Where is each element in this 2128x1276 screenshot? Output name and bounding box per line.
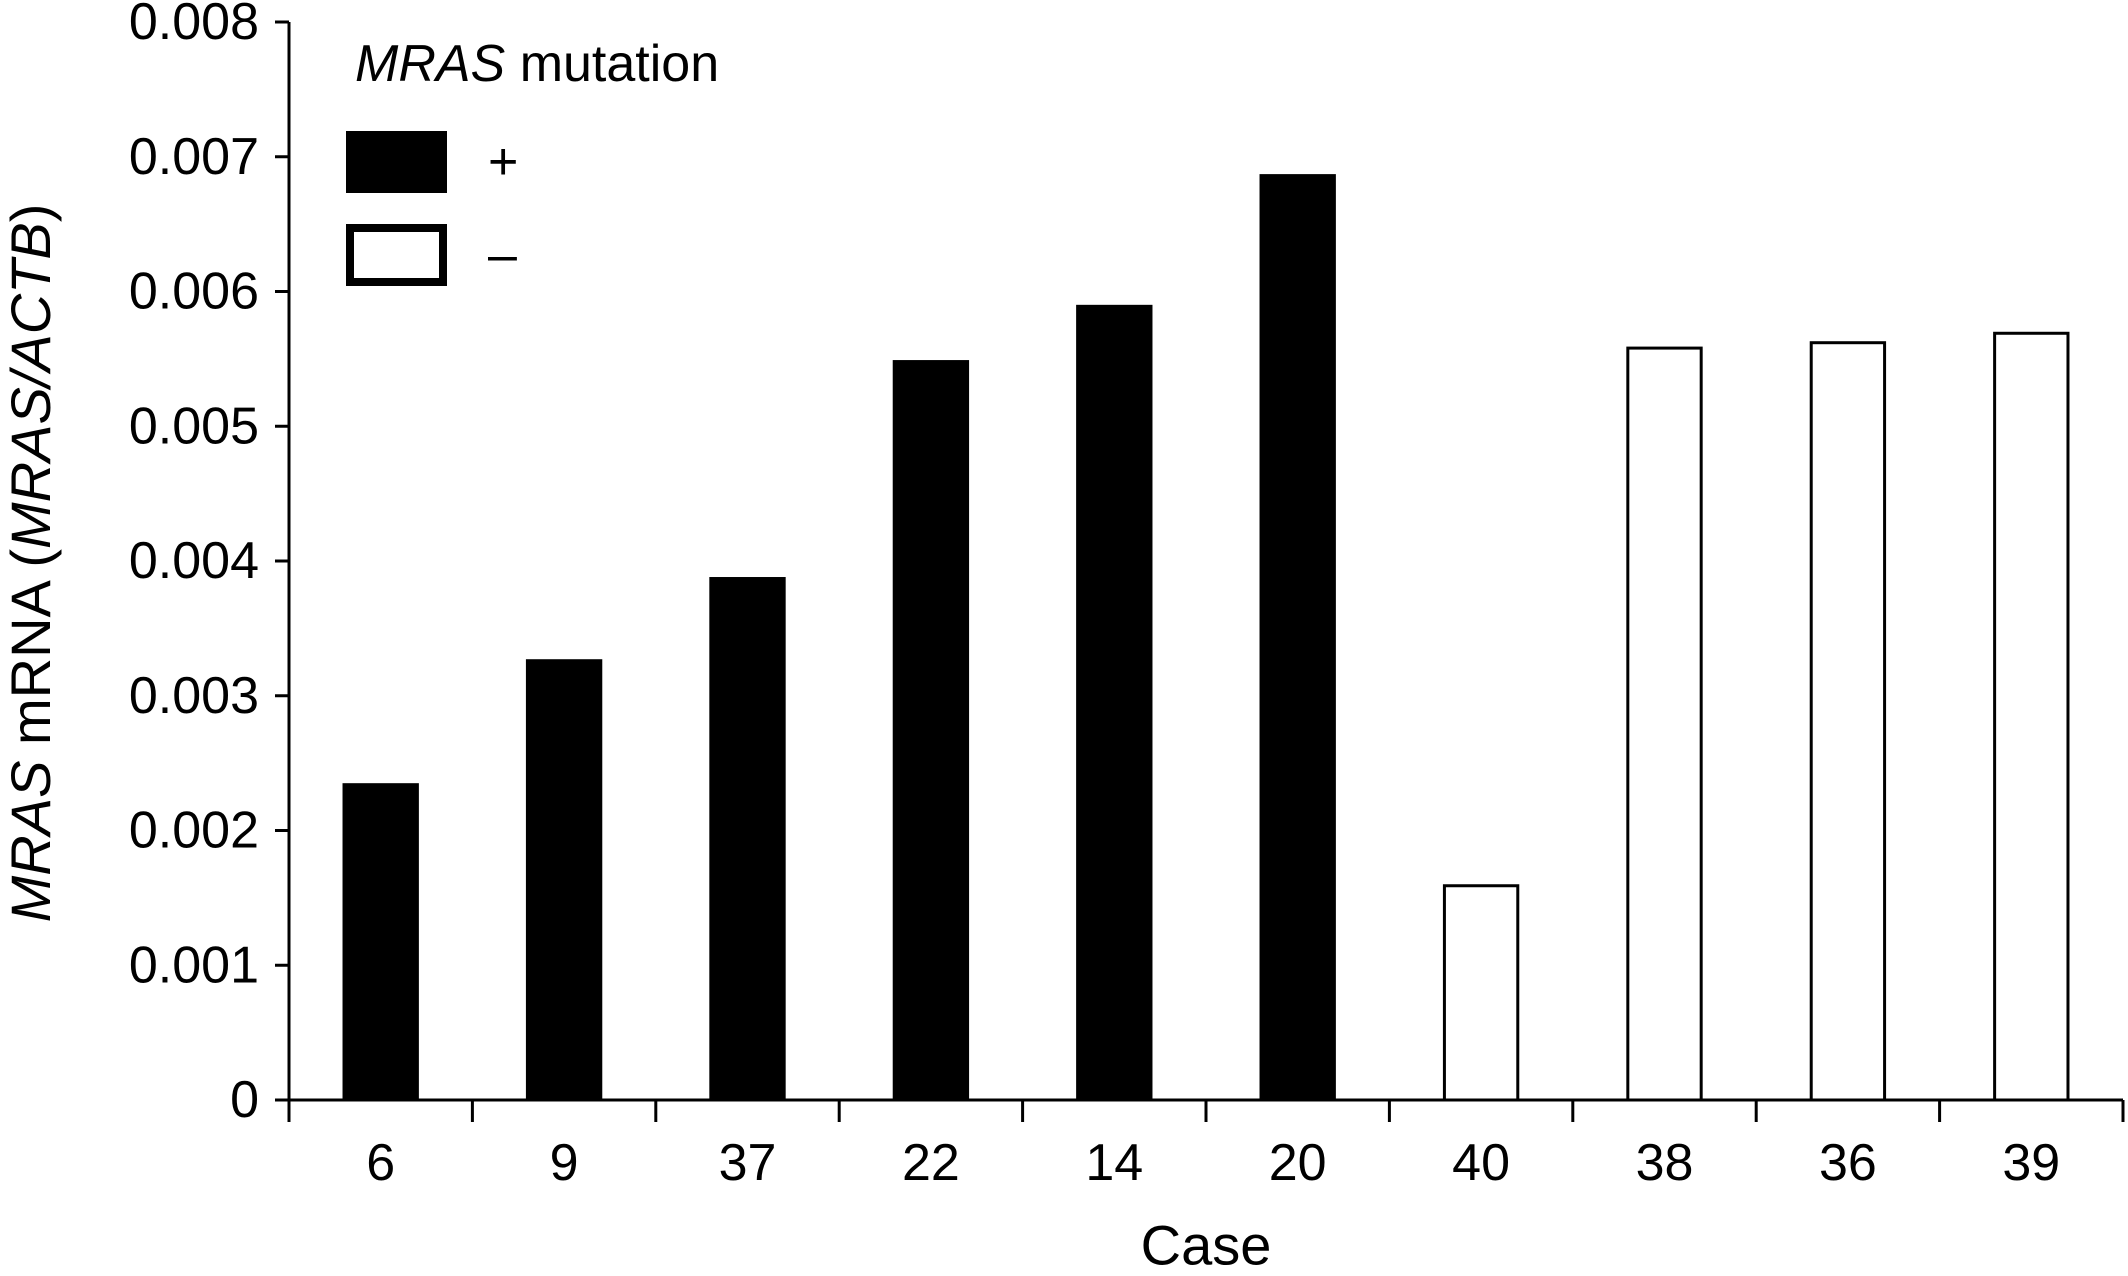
x-tick-label: 37 <box>719 1134 777 1192</box>
y-axis-title: MRAS mRNA (MRAS/ACTB) <box>0 204 62 923</box>
bar-case-37 <box>709 577 786 1102</box>
y-tick-label: 0.001 <box>129 936 259 994</box>
legend-label: + <box>488 133 518 191</box>
bar-case-20 <box>1259 174 1336 1102</box>
legend-swatch-negative <box>346 224 447 286</box>
legend-title-part: mutation <box>505 35 719 93</box>
bar-case-40 <box>1442 884 1520 1102</box>
bar-case-6 <box>342 783 419 1102</box>
axis-titles: Case MRAS mRNA (MRAS/ACTB) <box>0 204 1271 1276</box>
y-axis: 0 0.001 0.002 0.003 0.004 0.005 0.006 0.007 0.00… <box>129 0 291 1129</box>
y-tick-label: 0.003 <box>129 667 259 725</box>
x-tick-label: 40 <box>1452 1134 1510 1192</box>
y-axis-title-part: MRAS <box>0 761 62 923</box>
y-axis-title-part: MRAS/ACTB <box>0 222 62 549</box>
x-tick-label: 20 <box>1269 1134 1327 1192</box>
x-tick-label: 22 <box>902 1134 960 1192</box>
x-axis: 6 9 37 22 14 20 40 38 36 39 <box>287 1098 2125 1192</box>
bar-case-9 <box>525 659 603 1102</box>
bar-case-36 <box>1809 341 1887 1102</box>
legend: MRAS mutation + – <box>346 35 719 286</box>
y-axis-title-part: mRNA ( <box>0 549 62 761</box>
legend-swatch-positive <box>346 131 447 193</box>
y-tick-label: 0.008 <box>129 0 259 51</box>
bars <box>342 174 2070 1102</box>
x-axis-title: Case <box>1141 1214 1272 1276</box>
x-tick-label: 6 <box>366 1134 395 1192</box>
x-tick-label: 38 <box>1636 1134 1694 1192</box>
y-tick-label: 0.005 <box>129 397 259 455</box>
y-tick-label: 0 <box>230 1071 259 1129</box>
x-tick-label: 39 <box>2002 1134 2060 1192</box>
y-tick-label: 0.007 <box>129 128 259 186</box>
y-tick-label: 0.002 <box>129 802 259 860</box>
bar-case-38 <box>1626 346 1703 1102</box>
legend-title-part: MRAS <box>355 35 506 93</box>
y-axis-title-part: ) <box>0 204 62 223</box>
legend-label: – <box>488 226 517 284</box>
bar-case-39 <box>1993 331 2070 1102</box>
x-tick-label: 14 <box>1085 1134 1143 1192</box>
bar-case-22 <box>892 360 970 1102</box>
x-tick-label: 9 <box>550 1134 579 1192</box>
bar-case-14 <box>1076 304 1153 1102</box>
y-tick-label: 0.004 <box>129 532 259 590</box>
legend-title: MRAS mutation <box>355 35 719 93</box>
y-tick-label: 0.006 <box>129 263 259 321</box>
x-tick-label: 36 <box>1819 1134 1877 1192</box>
